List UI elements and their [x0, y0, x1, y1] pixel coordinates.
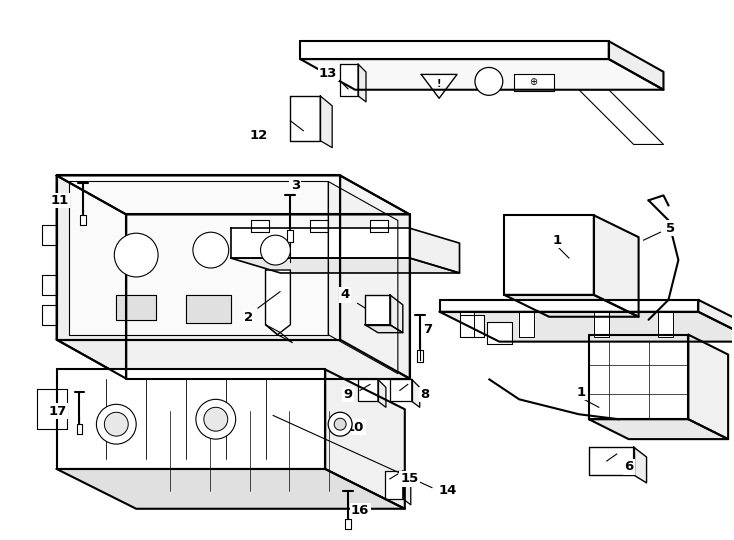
Polygon shape [440, 300, 698, 312]
Polygon shape [76, 424, 82, 434]
Polygon shape [403, 471, 411, 505]
Text: 1: 1 [553, 234, 562, 247]
Text: 2: 2 [244, 311, 253, 324]
Polygon shape [370, 220, 388, 232]
Polygon shape [412, 380, 420, 407]
Polygon shape [410, 228, 459, 273]
Polygon shape [519, 312, 534, 336]
Polygon shape [514, 75, 553, 91]
Polygon shape [698, 300, 734, 342]
Polygon shape [328, 181, 398, 374]
Polygon shape [417, 349, 423, 361]
Text: !: ! [437, 79, 441, 89]
Polygon shape [37, 389, 67, 429]
Polygon shape [365, 325, 403, 333]
Polygon shape [504, 295, 639, 317]
Polygon shape [340, 176, 410, 379]
Text: 14: 14 [438, 484, 457, 497]
Polygon shape [300, 59, 664, 90]
Polygon shape [658, 312, 673, 336]
Polygon shape [57, 369, 325, 469]
Polygon shape [504, 215, 594, 295]
Polygon shape [300, 41, 608, 59]
Polygon shape [487, 322, 512, 343]
Polygon shape [390, 380, 412, 401]
Polygon shape [116, 295, 156, 320]
Polygon shape [358, 380, 378, 401]
Polygon shape [345, 519, 351, 529]
Polygon shape [608, 41, 664, 90]
Polygon shape [42, 225, 57, 245]
Polygon shape [340, 64, 358, 96]
Circle shape [115, 233, 158, 277]
Circle shape [193, 232, 229, 268]
Polygon shape [186, 295, 230, 323]
Polygon shape [42, 275, 57, 295]
Polygon shape [459, 315, 484, 336]
Polygon shape [126, 214, 410, 379]
Polygon shape [291, 96, 320, 140]
Polygon shape [390, 295, 403, 333]
Circle shape [204, 407, 228, 431]
Polygon shape [57, 469, 405, 509]
Polygon shape [594, 312, 608, 336]
Polygon shape [230, 228, 410, 258]
Polygon shape [421, 75, 457, 98]
Polygon shape [266, 325, 292, 342]
Polygon shape [230, 258, 459, 273]
Polygon shape [325, 369, 405, 509]
Text: 7: 7 [423, 323, 432, 336]
Text: 12: 12 [250, 129, 268, 142]
Text: 9: 9 [344, 388, 352, 401]
Polygon shape [589, 335, 688, 419]
Polygon shape [589, 447, 633, 475]
Circle shape [475, 68, 503, 95]
Text: 8: 8 [420, 388, 429, 401]
Text: 5: 5 [666, 222, 675, 235]
Polygon shape [385, 471, 403, 499]
Text: 15: 15 [401, 472, 419, 485]
Text: 3: 3 [291, 179, 300, 192]
Polygon shape [378, 380, 386, 407]
Polygon shape [459, 312, 474, 336]
Polygon shape [440, 312, 734, 342]
Circle shape [334, 418, 346, 430]
Text: 6: 6 [624, 461, 633, 474]
Circle shape [328, 412, 352, 436]
Polygon shape [42, 305, 57, 325]
Polygon shape [594, 215, 639, 317]
Polygon shape [81, 215, 87, 225]
Polygon shape [365, 295, 390, 325]
Text: 13: 13 [319, 66, 338, 79]
Polygon shape [320, 96, 333, 147]
Text: 4: 4 [341, 288, 349, 301]
Polygon shape [310, 220, 328, 232]
Polygon shape [589, 419, 728, 439]
Text: ⊕: ⊕ [529, 77, 538, 87]
Circle shape [96, 404, 137, 444]
Text: 10: 10 [346, 421, 364, 434]
Polygon shape [358, 64, 366, 102]
Circle shape [104, 412, 128, 436]
Polygon shape [57, 176, 126, 379]
Polygon shape [266, 270, 291, 335]
Polygon shape [250, 220, 269, 232]
Text: 11: 11 [51, 194, 69, 207]
Circle shape [196, 400, 236, 439]
Polygon shape [57, 176, 340, 340]
Polygon shape [688, 335, 728, 439]
Polygon shape [288, 230, 294, 242]
Text: 17: 17 [48, 405, 67, 418]
Circle shape [261, 235, 291, 265]
Polygon shape [57, 176, 410, 214]
Text: 16: 16 [351, 504, 369, 517]
Text: 1: 1 [576, 386, 586, 399]
Polygon shape [68, 181, 328, 335]
Polygon shape [633, 447, 647, 483]
